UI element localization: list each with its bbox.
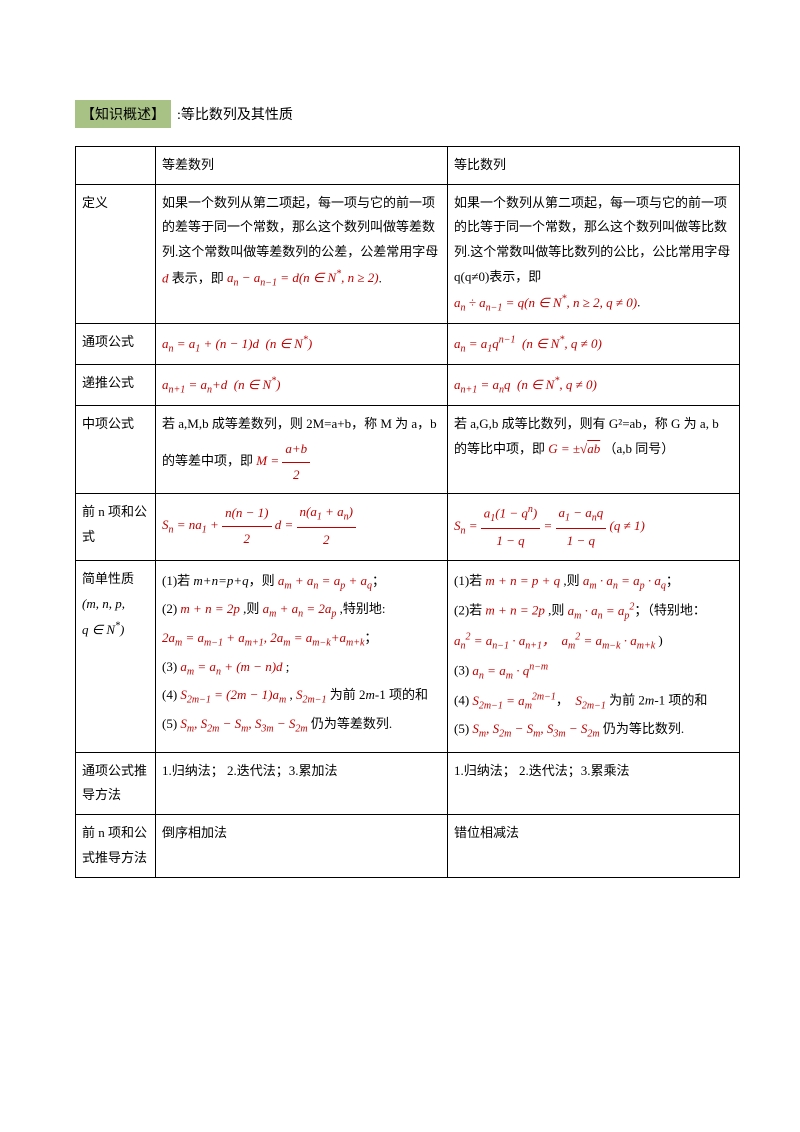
header-cell xyxy=(76,147,156,185)
formula: m + n = 2p xyxy=(180,601,239,616)
table-row: 中项公式 若 a,M,b 成等差数列，则 2M=a+b，称 M 为 a，b 的等… xyxy=(76,406,740,494)
cell: 1.归纳法； 2.迭代法；3.累加法 xyxy=(156,752,448,814)
text: (1)若 xyxy=(454,573,485,588)
text: ,特别地: xyxy=(340,601,386,616)
cell: (1)若 m+n=p+q，则 am + an = ap + aq； (2) m … xyxy=(156,560,448,752)
cell: 错位相减法 xyxy=(448,815,740,877)
formula: S2m−1 xyxy=(575,693,605,708)
table-row: 前 n 项和公式推导方法 倒序相加法 错位相减法 xyxy=(76,815,740,877)
formula: an − an−1 = d(n ∈ N*, n ≥ 2) xyxy=(227,270,379,285)
row-label: 中项公式 xyxy=(76,406,156,494)
title-tag: 【知识概述】 xyxy=(75,100,171,128)
table-row: 定义 如果一个数列从第二项起，每一项与它的前一项的差等于同一个常数，那么这个数列… xyxy=(76,184,740,324)
row-label: 前 n 项和公式推导方法 xyxy=(76,815,156,877)
cell: Sn = na1 + n(n − 1)2 d = n(a1 + an)2 xyxy=(156,494,448,561)
formula: am = an + (m − n)d xyxy=(180,659,282,674)
text: (1)若 m+n=p+q，则 xyxy=(162,573,278,588)
text: 仍为等比数列. xyxy=(603,721,684,736)
text: (2)若 xyxy=(454,603,485,618)
table-row: 通项公式推导方法 1.归纳法； 2.迭代法；3.累加法 1.归纳法； 2.迭代法… xyxy=(76,752,740,814)
formula: Sn = na1 + n(n − 1)2 d = n(a1 + an)2 xyxy=(162,517,356,532)
formula: an = am · qn−m xyxy=(472,663,548,678)
text: 的等差中项，即 xyxy=(162,453,256,468)
row-label: 定义 xyxy=(76,184,156,324)
formula: am + an = 2ap xyxy=(263,601,337,616)
row-label: 递推公式 xyxy=(76,365,156,406)
text: 表示，即 xyxy=(172,270,224,285)
text: . xyxy=(379,270,382,285)
formula: Sm, S2m − Sm, S3m − S2m xyxy=(180,716,307,731)
formula: Sn = a1(1 − qn)1 − q = a1 − anq1 − q (q … xyxy=(454,518,645,533)
cell: 如果一个数列从第二项起，每一项与它的前一项的比等于同一个常数，那么这个数列叫做等… xyxy=(448,184,740,324)
cell: 若 a,G,b 成等比数列，则有 G²=ab，称 G 为 a, b 的等比中项，… xyxy=(448,406,740,494)
cell: an = a1 + (n − 1)d (n ∈ N*) xyxy=(156,324,448,365)
text: ,则 xyxy=(243,601,263,616)
formula: am · an = ap2 xyxy=(568,603,635,618)
table-row: 等差数列 等比数列 xyxy=(76,147,740,185)
formula: d xyxy=(162,270,169,285)
table-row: 简单性质 (m, n, p, q ∈ N*) (1)若 m+n=p+q，则 am… xyxy=(76,560,740,752)
formula: S2m−1 = am2m−1 xyxy=(472,693,555,708)
formula: m + n = 2p xyxy=(485,603,544,618)
formula: an+1 = an+d (n ∈ N*) xyxy=(162,377,280,392)
text: （特别地： xyxy=(647,603,706,618)
cell: 1.归纳法； 2.迭代法；3.累乘法 xyxy=(448,752,740,814)
row-label: 通项公式 xyxy=(76,324,156,365)
text: 如果一个数列从第二项起，每一项与它的前一项的差等于同一个常数，那么这个数列叫做等… xyxy=(162,195,438,259)
row-label: 通项公式推导方法 xyxy=(76,752,156,814)
page-title: 【知识概述】 :等比数列及其性质 xyxy=(75,100,740,128)
formula: S2m−1 xyxy=(296,687,326,702)
formula: S2m−1 = (2m − 1)am xyxy=(180,687,286,702)
text: ,则 xyxy=(548,603,568,618)
text: . xyxy=(637,295,640,310)
text: (3) xyxy=(454,663,472,678)
formula: an2 = an−1 · an+1， am2 = am−k · am+k xyxy=(454,633,655,648)
text: (5) xyxy=(162,716,180,731)
text: (4) xyxy=(162,687,180,702)
formula: m + n = p + q xyxy=(485,573,560,588)
formula: an = a1 + (n − 1)d (n ∈ N*) xyxy=(162,336,312,351)
text: 若 a,M,b 成等差数列，则 2M=a+b，称 M 为 a，b xyxy=(162,416,437,431)
formula: am · an = ap · aq xyxy=(583,573,666,588)
cell: (1)若 m + n = p + q ,则 am · an = ap · aq；… xyxy=(448,560,740,752)
cell: 若 a,M,b 成等差数列，则 2M=a+b，称 M 为 a，b 的等差中项，即… xyxy=(156,406,448,494)
table-row: 递推公式 an+1 = an+d (n ∈ N*) an+1 = anq (n … xyxy=(76,365,740,406)
table-row: 通项公式 an = a1 + (n − 1)d (n ∈ N*) an = a1… xyxy=(76,324,740,365)
cell: Sn = a1(1 − qn)1 − q = a1 − anq1 − q (q … xyxy=(448,494,740,561)
text: (4) xyxy=(454,693,472,708)
text: 仍为等差数列. xyxy=(311,716,392,731)
text: 为前 2m-1 项的和 xyxy=(330,687,428,702)
formula: an ÷ an−1 = q(n ∈ N*, n ≥ 2, q ≠ 0) xyxy=(454,295,637,310)
text: 前 n 项和公式 xyxy=(82,504,147,544)
text: q ∈ N*) xyxy=(82,622,124,637)
text: (2) xyxy=(162,601,180,616)
formula: Sm, S2m − Sm, S3m − S2m xyxy=(472,721,599,736)
formula: 2am = am−1 + am+1, 2am = am−k+am+k xyxy=(162,630,364,645)
text: (m, n, p, xyxy=(82,596,125,611)
text: 为前 2m-1 项的和 xyxy=(609,693,707,708)
row-label: 简单性质 (m, n, p, q ∈ N*) xyxy=(76,560,156,752)
formula: M = a+b2 xyxy=(256,453,310,468)
text: (5) xyxy=(454,721,472,736)
text: (3) xyxy=(162,659,180,674)
text: 如果一个数列从第二项起，每一项与它的前一项的比等于同一个常数，那么这个数列叫做等… xyxy=(454,195,730,284)
cell: an = a1qn−1 (n ∈ N*, q ≠ 0) xyxy=(448,324,740,365)
row-label: 前 n 项和公式 xyxy=(76,494,156,561)
cell: an+1 = anq (n ∈ N*, q ≠ 0) xyxy=(448,365,740,406)
table-row: 前 n 项和公式 Sn = na1 + n(n − 1)2 d = n(a1 +… xyxy=(76,494,740,561)
header-cell: 等比数列 xyxy=(448,147,740,185)
text: 简单性质 xyxy=(82,571,134,586)
cell: 如果一个数列从第二项起，每一项与它的前一项的差等于同一个常数，那么这个数列叫做等… xyxy=(156,184,448,324)
formula: an = a1qn−1 (n ∈ N*, q ≠ 0) xyxy=(454,336,602,351)
cell: 倒序相加法 xyxy=(156,815,448,877)
formula: G = ±√ab xyxy=(548,441,600,456)
text: ,则 xyxy=(563,573,583,588)
formula: an+1 = anq (n ∈ N*, q ≠ 0) xyxy=(454,377,597,392)
title-rest: :等比数列及其性质 xyxy=(177,108,293,123)
text: （a,b 同号） xyxy=(603,441,674,456)
formula: am + an = ap + aq xyxy=(278,573,372,588)
cell: an+1 = an+d (n ∈ N*) xyxy=(156,365,448,406)
header-cell: 等差数列 xyxy=(156,147,448,185)
comparison-table: 等差数列 等比数列 定义 如果一个数列从第二项起，每一项与它的前一项的差等于同一… xyxy=(75,146,740,878)
